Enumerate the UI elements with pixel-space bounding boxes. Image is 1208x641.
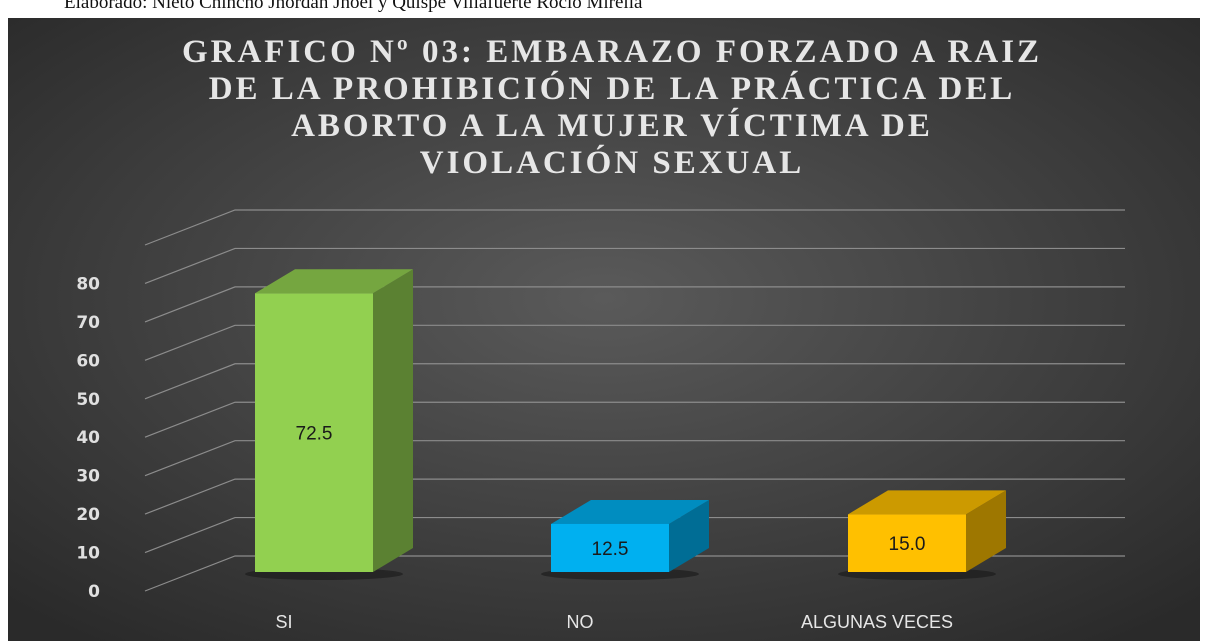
y-tick-label: 30 bbox=[76, 467, 100, 487]
x-tick-label: SI bbox=[275, 612, 292, 632]
y-tick-label: 10 bbox=[76, 544, 100, 564]
bar-side bbox=[669, 499, 709, 572]
grid-line bbox=[144, 363, 1125, 400]
x-tick-label: ALGUNAS VECES bbox=[801, 612, 953, 632]
grid-line bbox=[144, 247, 1125, 285]
y-tick-label: 20 bbox=[76, 505, 100, 525]
title-line: DE LA PROHIBICIÓN DE LA PRÁCTICA DEL bbox=[209, 69, 1016, 107]
x-tick-label: NO bbox=[567, 612, 594, 632]
grid-line bbox=[144, 555, 1125, 592]
y-tick-label: 60 bbox=[76, 351, 100, 371]
grid-line bbox=[144, 209, 1125, 246]
bar-top bbox=[551, 499, 709, 524]
grid-line bbox=[144, 324, 1125, 361]
bar-top bbox=[255, 269, 413, 294]
y-tick-label: 80 bbox=[76, 274, 100, 294]
bar-side bbox=[966, 490, 1006, 572]
title-line: VIOLACIÓN SEXUAL bbox=[420, 143, 804, 181]
grid-line bbox=[144, 401, 1125, 438]
caption: Elaborado: Nieto Chincho Jhordan Jhoel y… bbox=[64, 0, 643, 13]
bar-top bbox=[848, 490, 1006, 515]
grid-line bbox=[144, 286, 1125, 323]
grid-line bbox=[144, 440, 1125, 477]
y-tick-label: 70 bbox=[76, 313, 100, 333]
data-label: 12.5 bbox=[592, 539, 629, 560]
data-label: 72.5 bbox=[296, 424, 333, 445]
grid-line bbox=[144, 478, 1125, 515]
bar bbox=[551, 523, 669, 572]
bar bbox=[255, 293, 373, 572]
y-tick-label: 40 bbox=[76, 428, 100, 448]
title-line: GRAFICO Nº 03: EMBARAZO FORZADO A RAIZ bbox=[182, 34, 1042, 70]
data-label: 15.0 bbox=[889, 534, 926, 555]
title-line: ABORTO A LA MUJER VÍCTIMA DE bbox=[291, 107, 933, 144]
y-tick-label: 0 bbox=[88, 582, 100, 602]
y-tick-label: 50 bbox=[76, 390, 100, 410]
grid-line bbox=[144, 516, 1125, 554]
chart-title: GRAFICO Nº 03: EMBARAZO FORZADO A RAIZDE… bbox=[182, 34, 1042, 181]
bar-side bbox=[373, 269, 413, 572]
bar bbox=[848, 514, 966, 572]
